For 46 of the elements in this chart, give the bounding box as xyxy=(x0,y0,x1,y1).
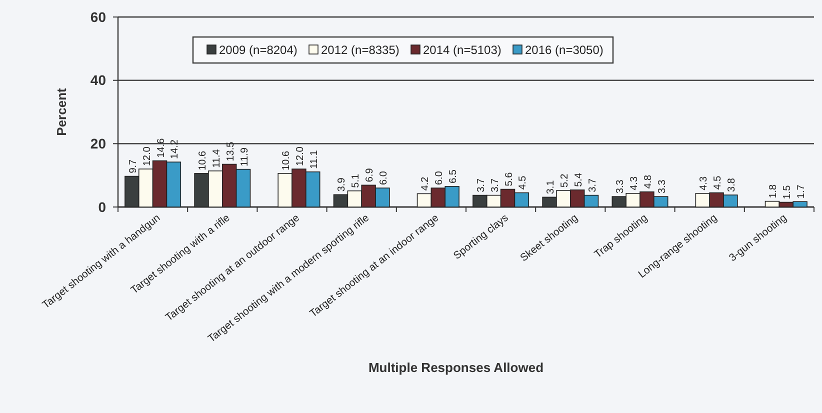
data-label: 3.7 xyxy=(490,178,501,192)
data-label: 4.5 xyxy=(518,175,529,190)
data-label: 1.8 xyxy=(768,184,780,198)
y-tick-label: 40 xyxy=(90,72,106,88)
y-axis-title: Percent xyxy=(54,87,69,136)
data-label: 13.5 xyxy=(225,141,236,162)
legend-label: 2016 (n=3050) xyxy=(525,43,604,58)
data-label: 6.5 xyxy=(448,169,460,184)
data-label: 3.3 xyxy=(615,179,626,194)
data-label: 9.7 xyxy=(128,158,139,174)
data-label: 11.1 xyxy=(308,150,320,169)
data-label: 14.2 xyxy=(170,139,181,160)
x-axis-title: Multiple Responses Allowed xyxy=(368,360,544,375)
data-label: 3.3 xyxy=(656,179,668,194)
data-label: 11.4 xyxy=(211,148,222,168)
data-label: 3.7 xyxy=(587,178,598,192)
data-label: 11.9 xyxy=(239,147,250,166)
data-label: 3.9 xyxy=(336,177,348,192)
data-label: 4.8 xyxy=(642,174,654,189)
data-label: 4.2 xyxy=(420,176,432,191)
data-label: 10.6 xyxy=(198,150,209,170)
legend-label: 2014 (n=5103) xyxy=(423,43,502,58)
data-label: 4.5 xyxy=(712,175,724,190)
data-label: 10.6 xyxy=(281,150,292,170)
data-label: 5.1 xyxy=(350,174,362,188)
data-label: 5.2 xyxy=(559,173,570,188)
data-label: 3.8 xyxy=(726,178,738,192)
data-label: 5.6 xyxy=(504,172,515,186)
y-tick-label: 20 xyxy=(90,136,106,152)
data-label: 4.3 xyxy=(629,176,640,190)
legend-label: 2012 (n=8335) xyxy=(321,43,400,58)
data-label: 1.5 xyxy=(782,184,794,200)
legend-label: 2009 (n=8204) xyxy=(219,43,298,58)
data-label: 6.0 xyxy=(434,170,446,185)
data-label: 6.0 xyxy=(378,170,390,185)
data-label: 14.6 xyxy=(156,138,167,158)
data-label: 3.1 xyxy=(546,180,557,194)
data-label: 3.7 xyxy=(476,178,487,192)
y-tick-label: 60 xyxy=(90,8,106,25)
data-label: 5.4 xyxy=(573,172,584,187)
data-label: 6.9 xyxy=(364,168,376,182)
y-tick-label: 0 xyxy=(98,198,106,215)
data-label: 4.3 xyxy=(698,176,710,190)
data-label: 1.7 xyxy=(796,184,808,199)
data-label: 12.0 xyxy=(142,146,153,166)
data-label: 12.0 xyxy=(294,146,306,166)
